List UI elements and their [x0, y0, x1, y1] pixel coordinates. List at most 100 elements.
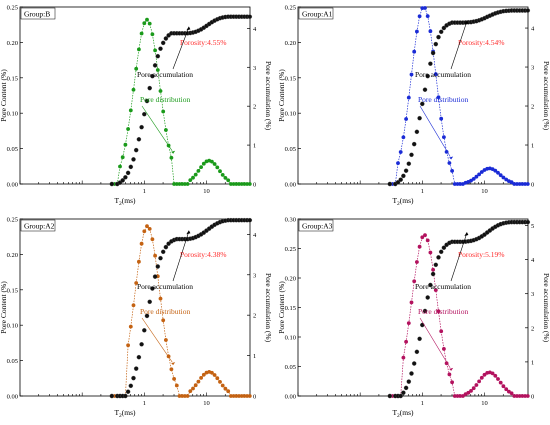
distribution-arrow-head — [171, 150, 176, 154]
pore-distribution-point — [145, 224, 149, 229]
pore-accumulation-point — [433, 262, 439, 268]
pore-accumulation-point — [109, 181, 115, 187]
y-tick-label: 0.20 — [285, 40, 296, 47]
distribution-arrow-line — [419, 317, 451, 369]
pore-distribution-point — [525, 394, 530, 398]
group-label-box — [298, 7, 334, 20]
pore-accumulation-point — [411, 361, 417, 366]
pore-accumulation-point — [428, 61, 433, 66]
x-tick-label: 1 — [143, 188, 146, 195]
pore-accumulation-point — [139, 342, 144, 347]
y-tick-label: 0.10 — [285, 111, 296, 118]
group-label-box — [20, 219, 56, 232]
accumulation-arrow-head — [464, 20, 469, 25]
pore-distribution-point — [188, 389, 193, 393]
y-tick-label: 0.05 — [285, 364, 296, 371]
pore-accumulation-point — [158, 255, 163, 261]
pore-distribution-label: Pore distribution — [140, 95, 190, 104]
pore-accumulation-point — [133, 147, 139, 153]
plot-frame — [297, 6, 529, 185]
pore-distribution-point — [120, 155, 125, 160]
pore-accumulation-point — [131, 157, 136, 162]
y2-tick-label: 5 — [531, 223, 534, 230]
pore-distribution-point — [428, 250, 433, 255]
pore-distribution-point — [131, 87, 136, 92]
pore-accumulation-point — [441, 25, 447, 31]
pore-distribution-point — [433, 72, 438, 77]
pore-distribution-point — [177, 182, 182, 186]
pore-distribution-point — [404, 339, 408, 344]
y-tick-label: 0.10 — [7, 323, 18, 330]
pore-accumulation-point — [414, 349, 420, 355]
y-tick-label: 0.25 — [7, 5, 18, 12]
pore-distribution-point — [193, 172, 198, 177]
pore-distribution-point — [218, 169, 222, 174]
y-tick-label: 0.05 — [285, 146, 296, 153]
pore-accumulation-point — [144, 313, 150, 319]
y2-tick-label: 2 — [253, 104, 256, 111]
pore-distribution-point — [210, 159, 214, 164]
left-axis-title: Pore Content (%) — [0, 69, 8, 122]
pore-distribution-point — [466, 390, 471, 395]
pore-accumulation-point — [123, 175, 128, 180]
pore-distribution-point — [412, 49, 417, 54]
chart-panel-3: 0.00 0.05 0.10 0.15 0.20 0.25 0 1 2 3 4 1 10 T2(ms) Po… — [0, 217, 273, 420]
pore-accumulation-point — [163, 244, 169, 250]
distribution-arrow-line — [419, 105, 451, 157]
pore-distribution-point — [147, 21, 152, 26]
pore-accumulation-point — [406, 161, 412, 166]
pore-distribution-point — [220, 173, 225, 177]
y2-tick-label: 2 — [253, 313, 256, 320]
pore-distribution-point — [471, 386, 476, 391]
pore-accumulation-point — [163, 36, 169, 41]
pore-distribution-point — [520, 182, 525, 186]
pore-accumulation-point — [420, 322, 425, 328]
pore-distribution-point — [215, 376, 220, 381]
pore-distribution-point — [247, 394, 252, 398]
group-label: Group:A3 — [302, 222, 333, 231]
accumulation-arrow-head — [186, 230, 191, 235]
accumulation-arrow-line — [172, 27, 190, 70]
porosity-label: Porosity:4.54% — [458, 38, 504, 47]
pore-accumulation-point — [158, 46, 163, 51]
right-axis-title: Pore accumulation (%) — [542, 61, 550, 131]
pore-accumulation-point — [123, 393, 128, 399]
pore-accumulation-point — [142, 111, 147, 117]
pore-distribution-point — [409, 300, 414, 305]
pore-distribution-point — [423, 6, 427, 10]
pore-accumulation-point — [403, 385, 409, 391]
pore-accumulation-point — [125, 389, 131, 394]
y2-tick-label: 4 — [253, 232, 257, 239]
pore-distribution-point — [242, 182, 247, 186]
pore-distribution-point — [169, 367, 174, 372]
pore-distribution-point — [490, 371, 495, 376]
pore-distribution-point — [452, 182, 457, 186]
y-tick-label: 0.30 — [285, 217, 296, 224]
y2-tick-label: 0 — [531, 394, 534, 401]
pore-distribution-point — [174, 182, 179, 186]
y-tick-label: 0.25 — [285, 5, 296, 12]
pore-distribution-point — [520, 394, 525, 398]
pore-distribution-point — [220, 383, 225, 388]
porosity-label: Porosity:4.55% — [180, 38, 226, 47]
pore-distribution-point — [512, 182, 517, 186]
group-label-box — [298, 219, 334, 232]
pore-distribution-point — [458, 182, 463, 186]
pore-distribution-point — [139, 31, 144, 36]
y2-tick-label: 3 — [253, 272, 256, 279]
pore-accumulation-point — [155, 264, 161, 269]
distribution-arrow-line — [141, 317, 173, 363]
y2-tick-label: 1 — [253, 353, 256, 360]
pore-accumulation-point — [436, 255, 441, 260]
pore-distribution-point — [512, 394, 517, 398]
pore-distribution-point — [455, 394, 460, 398]
pore-accumulation-point — [425, 73, 430, 79]
pore-accumulation-point — [417, 336, 422, 342]
group-label: Group:A2 — [24, 222, 55, 231]
chart-panel-1: 0.00 0.05 0.10 0.15 0.20 0.25 0 1 2 3 4 1 10 T2(ms) Po… — [0, 5, 273, 208]
pore-accumulation-point — [247, 217, 253, 223]
plot-frame — [19, 6, 251, 185]
pore-distribution-point — [436, 309, 441, 314]
x-tick-label: 1 — [421, 188, 424, 195]
x-tick-label: 1 — [143, 400, 146, 407]
